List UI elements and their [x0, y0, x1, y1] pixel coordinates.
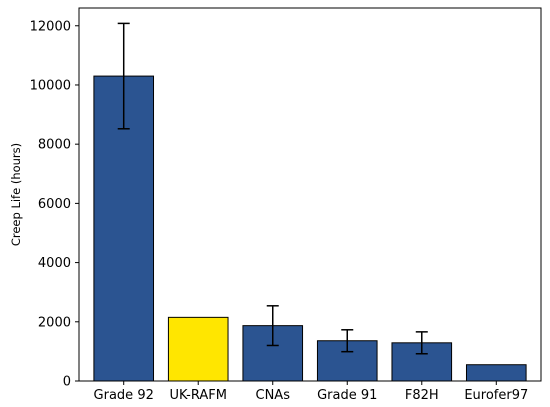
error-bars-layer: [117, 22, 428, 355]
y-tick-label: 12000: [30, 19, 71, 34]
y-tick-label: 8000: [38, 138, 71, 153]
y-axis: 0 2000 4000 6000 8000 10000 12000: [30, 19, 79, 390]
x-tick-label: Grade 91: [317, 388, 377, 403]
y-tick-label: 0: [63, 375, 71, 390]
bar-eurofer97: [465, 364, 527, 382]
y-tick-label: 6000: [38, 197, 71, 212]
x-tick-label: UK-RAFM: [169, 388, 226, 403]
y-axis-title: Creep Life (hours): [9, 143, 23, 246]
x-tick-label: CNAs: [256, 388, 291, 403]
y-tick-label: 2000: [38, 315, 71, 330]
x-tick-label: Eurofer97: [464, 388, 528, 403]
x-axis: Grade 92 UK-RAFM CNAs Grade 91 F82H Eurofer97: [94, 381, 528, 403]
x-tick-label: Grade 92: [94, 388, 154, 403]
bars-layer: [93, 75, 527, 382]
plot-frame: [78, 7, 542, 382]
y-tick-label: 10000: [30, 78, 71, 93]
y-tick-label: 4000: [38, 256, 71, 271]
bar-uk-rafm: [167, 316, 229, 382]
x-tick-label: F82H: [405, 388, 439, 403]
bar-f82h: [391, 342, 453, 382]
